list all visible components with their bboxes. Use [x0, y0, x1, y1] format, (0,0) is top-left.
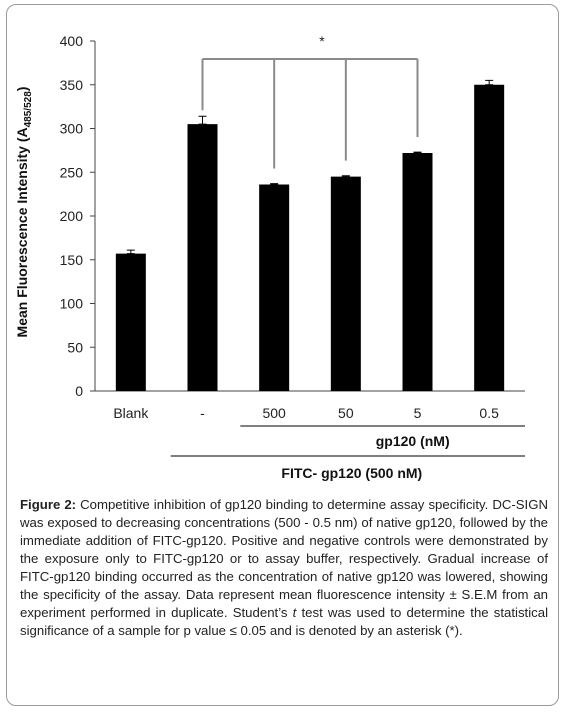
y-tick-label: 400: [60, 33, 84, 49]
x-tick-labels: Blank - 500 50 5 0.5: [113, 405, 499, 421]
bars: [115, 79, 505, 391]
y-tick-label: 250: [60, 164, 84, 180]
inner-group-label: gp120 (nM): [376, 433, 450, 449]
x-tick-label: 5: [414, 405, 422, 421]
caption-t: t: [292, 605, 297, 620]
y-label-subscript: 485/528: [23, 91, 34, 128]
outer-group-label: FITC- gp120 (500 nM): [281, 465, 422, 481]
y-tick-label: 150: [60, 252, 84, 268]
x-tick-label: 500: [262, 405, 286, 421]
x-tick-label: -: [200, 405, 205, 421]
y-tick-label: 0: [75, 383, 83, 399]
bar: [330, 176, 361, 391]
y-tick-label: 50: [67, 339, 83, 355]
y-label-close: ): [14, 87, 30, 92]
y-axis-label: Mean Fluorescence Intensity (A485/528): [14, 87, 34, 338]
y-tick-label: 100: [60, 296, 84, 312]
bar: [187, 124, 218, 391]
y-tick-label: 300: [60, 121, 84, 137]
caption-text-2: test was used to determine the statistic…: [20, 605, 549, 638]
bar: [259, 184, 290, 391]
caption-text-1: Competitive inhibition of gp120 binding …: [20, 497, 549, 620]
caption-label: Figure 2:: [20, 497, 77, 512]
y-tick-label: 200: [60, 208, 84, 224]
y-tick-label: 350: [60, 77, 84, 93]
bar: [474, 84, 505, 391]
significance-bracket: *: [201, 33, 419, 169]
significance-asterisk: *: [319, 33, 325, 49]
y-axis: 0 50 100 150 200 250 300 350 400: [60, 33, 525, 399]
bar-chart: 0 50 100 150 200 250 300 350 400 Blank - 500 50 5 0.5…: [14, 33, 525, 481]
bar: [115, 253, 146, 391]
x-tick-label: 50: [338, 405, 354, 421]
figure-caption: Figure 2: Competitive inhibition of gp12…: [20, 496, 548, 640]
y-label-main: Mean Fluorescence Intensity (A: [14, 127, 30, 337]
x-tick-label: Blank: [113, 405, 149, 421]
group-labels: gp120 (nM) FITC- gp120 (500 nM): [170, 425, 525, 481]
x-tick-label: 0.5: [479, 405, 499, 421]
bar: [402, 153, 433, 391]
